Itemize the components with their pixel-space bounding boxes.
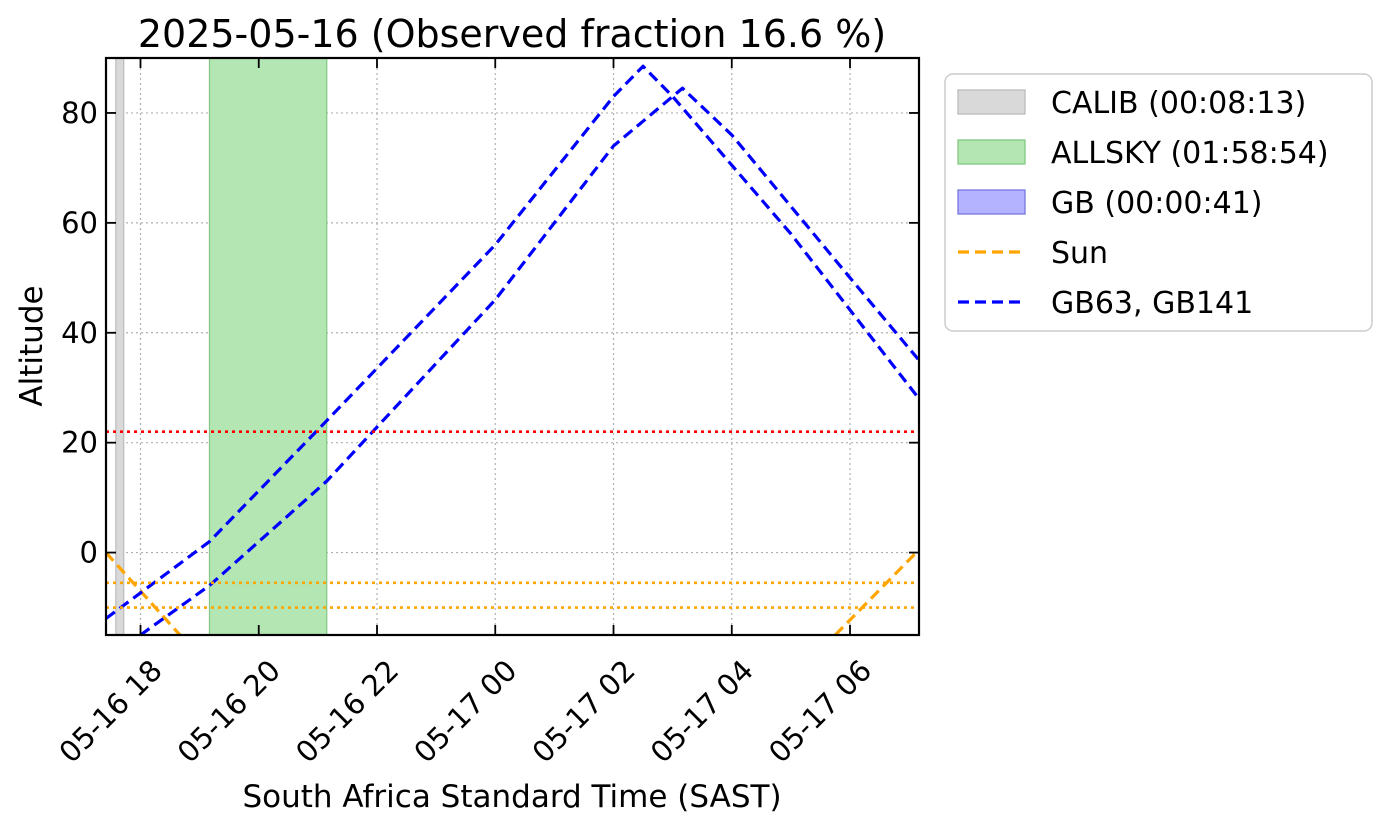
y-axis-label: Altitude <box>14 285 50 406</box>
series-1-segment-1 <box>139 86 919 635</box>
legend-label-3: Sun <box>1051 236 1108 271</box>
y-tick-label: 40 <box>61 316 98 350</box>
legend-label-0: CALIB (00:08:13) <box>1051 86 1306 121</box>
y-tick-label: 20 <box>61 426 98 460</box>
x-axis-label: South Africa Standard Time (SAST) <box>242 779 781 815</box>
band-1 <box>208 58 328 635</box>
band-layer <box>115 58 328 635</box>
legend-label-4: GB63, GB141 <box>1051 286 1253 321</box>
legend-swatch-2 <box>957 189 1026 215</box>
series-0-segment-1 <box>834 548 919 635</box>
plot-frame <box>104 56 921 637</box>
chart-title: 2025-05-16 (Observed fraction 16.6 %) <box>138 12 886 56</box>
legend-swatch-1 <box>957 139 1026 165</box>
y-tick-label: 0 <box>80 536 98 570</box>
line-layer <box>106 64 919 635</box>
legend-swatch-0 <box>957 89 1026 115</box>
legend-label-1: ALLSKY (01:58:54) <box>1051 136 1329 171</box>
band-0 <box>115 58 125 635</box>
y-tick-label: 60 <box>61 206 98 240</box>
legend: CALIB (00:08:13) ALLSKY (01:58:54) GB (00:… <box>944 73 1373 332</box>
series-0-segment-0 <box>106 551 182 635</box>
legend-box <box>944 73 1373 332</box>
series-1-segment-0 <box>106 64 919 620</box>
legend-label-2: GB (00:00:41) <box>1051 186 1263 221</box>
reference-layer <box>106 430 919 609</box>
y-tick-label: 80 <box>61 96 98 130</box>
